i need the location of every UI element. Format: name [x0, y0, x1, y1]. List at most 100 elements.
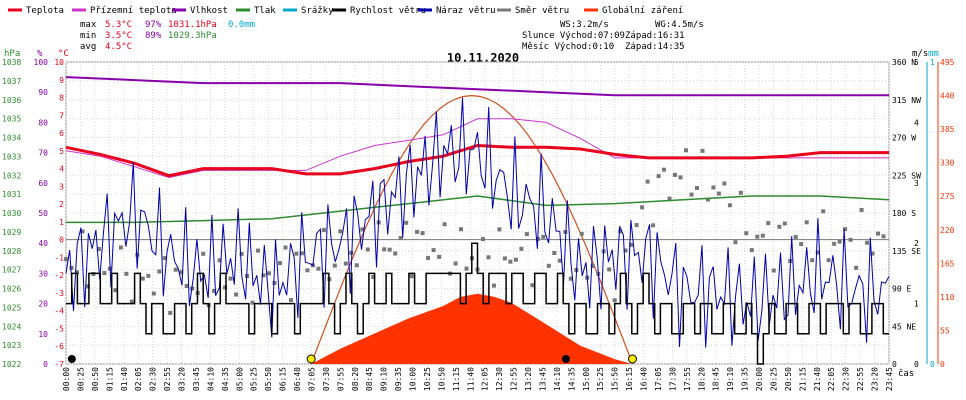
series-wind-direction-point: [157, 269, 162, 274]
stat-min-label: min: [80, 31, 96, 41]
series-wind-direction-point: [135, 252, 140, 257]
series-wind-direction-point: [426, 255, 431, 260]
series-wind-direction-point: [168, 310, 173, 315]
sunset-marker: [627, 354, 637, 364]
sunrise-marker: [306, 354, 316, 364]
series-wind-direction-point: [782, 221, 787, 226]
sun-moon-info: WS:3.2m/s WG:4.5m/s Slunce Východ:07:09 …: [522, 20, 704, 52]
tick-x: 12:55: [510, 367, 519, 391]
series-wind-direction-point: [343, 261, 348, 266]
series-wind-direction-point: [382, 247, 387, 252]
tick-pct: 90: [38, 88, 48, 97]
tick-c: 10: [54, 58, 64, 67]
stat-min-temp: 3.5°C: [105, 31, 132, 41]
tick-x: 00:25: [76, 367, 85, 391]
series-wind-direction-point: [294, 251, 299, 256]
axis-label-x: čas: [898, 368, 914, 379]
info-slunce-zapad: Západ:16:31: [625, 31, 685, 41]
series-humidity: [65, 76, 889, 97]
tick-x: 18:45: [712, 367, 721, 391]
tick-pct: 0: [43, 360, 48, 369]
tick-x: 20:50: [784, 367, 793, 391]
tick-x: 02:55: [163, 367, 172, 391]
tick-ms: 4: [914, 118, 919, 127]
series-wind-direction-point: [766, 221, 771, 226]
tick-c: -3: [54, 289, 64, 298]
series-wind-speed: [66, 242, 889, 365]
series-wind-direction-point: [695, 186, 699, 190]
series-wind-direction-point: [486, 255, 491, 260]
tick-rad: 275: [940, 192, 955, 201]
series-wind-direction-point: [431, 248, 436, 253]
tick-rad: 440: [940, 92, 955, 101]
series-wind-direction-point: [634, 223, 639, 228]
stat-min-hum: 89%: [145, 31, 162, 41]
info-wg: WG:4.5m/s: [655, 20, 704, 30]
series-wind-direction-point: [508, 259, 513, 264]
series-wind-direction-point: [201, 251, 206, 256]
series-wind-direction-point: [420, 231, 425, 236]
tick-x: 23:45: [885, 367, 894, 391]
legend-label: Tlak: [254, 6, 276, 16]
series-wind-direction-point: [113, 288, 118, 293]
series-wind-direction-point: [442, 222, 447, 227]
series-wind-direction-point: [513, 257, 518, 262]
series-wind-direction-point: [541, 234, 546, 239]
series-wind-direction-point: [354, 263, 359, 268]
tick-x: 20:00: [755, 367, 764, 391]
tick-hpa: 1033: [2, 152, 21, 161]
series-wind-direction-point: [151, 291, 156, 296]
series-wind-direction-point: [75, 270, 79, 275]
tick-x: 09:35: [394, 367, 403, 391]
series-wind-direction-point: [393, 251, 398, 256]
series-wind-direction-point: [546, 263, 551, 268]
tick-hpa: 1032: [2, 171, 21, 180]
tick-c: 7: [59, 111, 64, 120]
tick-x: 04:10: [206, 367, 215, 391]
series-wind-direction-point: [722, 181, 727, 186]
series-wind-direction-point: [673, 172, 677, 177]
series-wind-direction-point: [250, 300, 255, 305]
series-wind-direction-point: [530, 283, 535, 288]
series-wind-direction-point: [777, 224, 782, 229]
tick-rad: 110: [940, 293, 955, 302]
series-wind-direction-point: [85, 284, 90, 289]
tick-c: -7: [54, 360, 64, 369]
tick-hpa: 1028: [2, 247, 21, 256]
series-wind-direction-point: [760, 233, 765, 238]
series-wind-direction-point: [278, 261, 282, 266]
tick-rad: 330: [940, 159, 955, 168]
tick-c: 9: [59, 76, 64, 85]
series-radiation-max: [310, 94, 634, 365]
tick-x: 10:25: [423, 367, 432, 391]
tick-x: 09:10: [380, 367, 389, 391]
series-wind-direction-point: [305, 268, 310, 273]
series-wind-direction-point: [876, 231, 880, 236]
legend-label: Směr větru: [515, 6, 569, 16]
legend-label: Náraz větru: [436, 6, 496, 16]
tick-x: 16:15: [625, 367, 634, 391]
series-wind-direction-point: [859, 208, 864, 212]
tick-dir: 90 E: [892, 285, 911, 294]
tick-x: 20:25: [769, 367, 778, 391]
series-wind-direction-point: [640, 205, 645, 210]
tick-ms: 5: [914, 58, 919, 67]
legend-label: Srážky: [301, 6, 334, 16]
series-wind-direction-point: [64, 257, 68, 262]
tick-c: -5: [54, 324, 64, 333]
series-pressure: [66, 195, 890, 224]
tick-x: 05:25: [250, 367, 259, 391]
series-wind-direction-point: [607, 267, 612, 272]
series-global-radiation: [311, 293, 632, 364]
stat-max-label: max: [80, 20, 97, 30]
series-wind-direction-point: [338, 229, 343, 234]
tick-rad: 55: [940, 326, 950, 335]
series-wind-direction-point: [404, 220, 409, 225]
tick-x: 06:15: [279, 367, 288, 391]
tick-pct: 40: [38, 239, 48, 248]
info-ws: WS:3.2m/s: [560, 20, 609, 30]
series-wind-direction-point: [804, 220, 809, 225]
tick-x: 22:55: [856, 367, 865, 391]
series-wind-direction-point: [821, 209, 826, 214]
series-wind-direction-point: [771, 268, 776, 273]
